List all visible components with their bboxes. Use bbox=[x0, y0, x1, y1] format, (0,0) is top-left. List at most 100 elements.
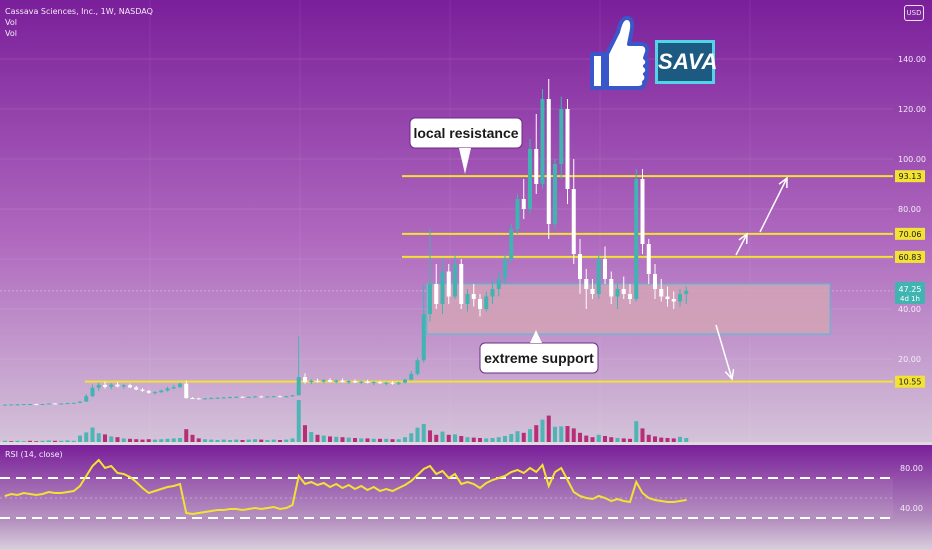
rsi-point bbox=[60, 492, 62, 494]
volume-bar bbox=[596, 434, 601, 442]
rsi-point bbox=[23, 492, 25, 494]
trend-arrow bbox=[735, 232, 748, 256]
rsi-point bbox=[529, 467, 531, 469]
volume-bar bbox=[9, 441, 14, 442]
candle-body bbox=[428, 284, 432, 314]
candle-body bbox=[253, 396, 257, 398]
volume-bar bbox=[346, 437, 351, 442]
candle-body bbox=[246, 396, 251, 398]
volume-bar bbox=[634, 421, 639, 442]
candle-body bbox=[96, 384, 101, 388]
volume-bar bbox=[121, 438, 126, 442]
rsi-point bbox=[79, 485, 81, 487]
volume-bar bbox=[209, 439, 214, 442]
volume-bar bbox=[628, 438, 632, 442]
candle-body bbox=[40, 404, 45, 406]
level-badge bbox=[895, 170, 925, 183]
candle-body bbox=[565, 109, 570, 189]
candle-body bbox=[234, 396, 239, 398]
candle-body bbox=[603, 259, 607, 279]
rsi-point bbox=[535, 471, 537, 473]
candle-body bbox=[434, 284, 439, 304]
level-badge bbox=[895, 250, 925, 263]
candle-body bbox=[584, 279, 589, 289]
candle-body bbox=[190, 398, 195, 400]
rsi-point bbox=[404, 484, 406, 486]
rsi-point bbox=[435, 473, 437, 475]
candle-body bbox=[65, 403, 70, 405]
rsi-point bbox=[273, 506, 275, 508]
candle-body bbox=[678, 294, 682, 302]
volume-bar bbox=[496, 437, 501, 442]
rsi-point bbox=[673, 501, 675, 503]
volume-bar bbox=[15, 440, 20, 442]
candle-body bbox=[409, 373, 414, 380]
annotation-extreme-support: extreme support bbox=[479, 330, 599, 374]
candle-body bbox=[153, 392, 157, 394]
candle-body bbox=[659, 289, 664, 297]
candle-body bbox=[590, 289, 595, 294]
trend-arrow bbox=[759, 176, 788, 233]
callout-pointer bbox=[530, 330, 542, 343]
volume-bar bbox=[378, 438, 382, 442]
volume-bar bbox=[578, 432, 582, 442]
currency-button[interactable]: USD bbox=[904, 5, 924, 21]
candle-body bbox=[534, 149, 539, 184]
candle-body bbox=[165, 388, 170, 391]
rsi-point bbox=[485, 482, 487, 484]
rsi-point bbox=[10, 493, 12, 495]
candle-body bbox=[415, 360, 420, 374]
candle-body bbox=[59, 403, 64, 405]
candle-body bbox=[353, 381, 357, 383]
candle-body bbox=[3, 404, 7, 406]
candle-body bbox=[221, 397, 226, 399]
candle-body bbox=[265, 396, 270, 398]
candle-body bbox=[284, 396, 289, 398]
volume-bar bbox=[603, 436, 607, 442]
volume-bar bbox=[515, 431, 520, 442]
ticker-badge: SAVA bbox=[655, 40, 717, 84]
candle-body bbox=[459, 264, 464, 304]
rsi-point bbox=[91, 465, 94, 467]
volume-label-2: Vol bbox=[5, 29, 17, 38]
volume-bar bbox=[21, 441, 26, 442]
candle-body bbox=[78, 401, 82, 403]
rsi-point bbox=[123, 473, 125, 475]
rsi-point bbox=[110, 465, 112, 467]
volume-bar bbox=[646, 434, 651, 442]
rsi-point bbox=[248, 508, 250, 510]
volume-bar bbox=[390, 439, 395, 442]
pane-divider[interactable] bbox=[0, 442, 932, 445]
rsi-point bbox=[660, 500, 662, 502]
rsi-point bbox=[341, 487, 344, 489]
candle-body bbox=[28, 404, 32, 406]
candle-body bbox=[503, 259, 507, 279]
candle-body bbox=[209, 398, 214, 400]
rsi-point bbox=[366, 489, 369, 491]
volume-bar bbox=[303, 425, 307, 442]
volume-bar bbox=[553, 426, 557, 442]
rsi-point bbox=[41, 493, 44, 495]
candle-body bbox=[571, 189, 576, 254]
candle-body bbox=[371, 382, 376, 384]
rsi-point bbox=[423, 468, 425, 470]
volume-bar bbox=[28, 440, 32, 442]
rsi-point bbox=[335, 483, 337, 485]
rsi-tick-label: 80.00 bbox=[900, 464, 923, 473]
rsi-point bbox=[16, 494, 19, 496]
rsi-point bbox=[560, 467, 562, 469]
volume-bar bbox=[253, 439, 257, 442]
rsi-point bbox=[129, 476, 131, 478]
level-badge bbox=[895, 375, 925, 388]
volume-bar bbox=[290, 438, 295, 442]
rsi-point bbox=[441, 470, 444, 472]
volume-bar bbox=[65, 440, 70, 442]
volume-bar bbox=[403, 437, 407, 442]
rsi-point bbox=[523, 472, 525, 474]
volume-bar bbox=[146, 439, 151, 442]
candle-body bbox=[396, 382, 401, 384]
candle-body bbox=[178, 383, 182, 388]
volume-bar bbox=[665, 438, 670, 442]
candle-body bbox=[540, 99, 545, 184]
